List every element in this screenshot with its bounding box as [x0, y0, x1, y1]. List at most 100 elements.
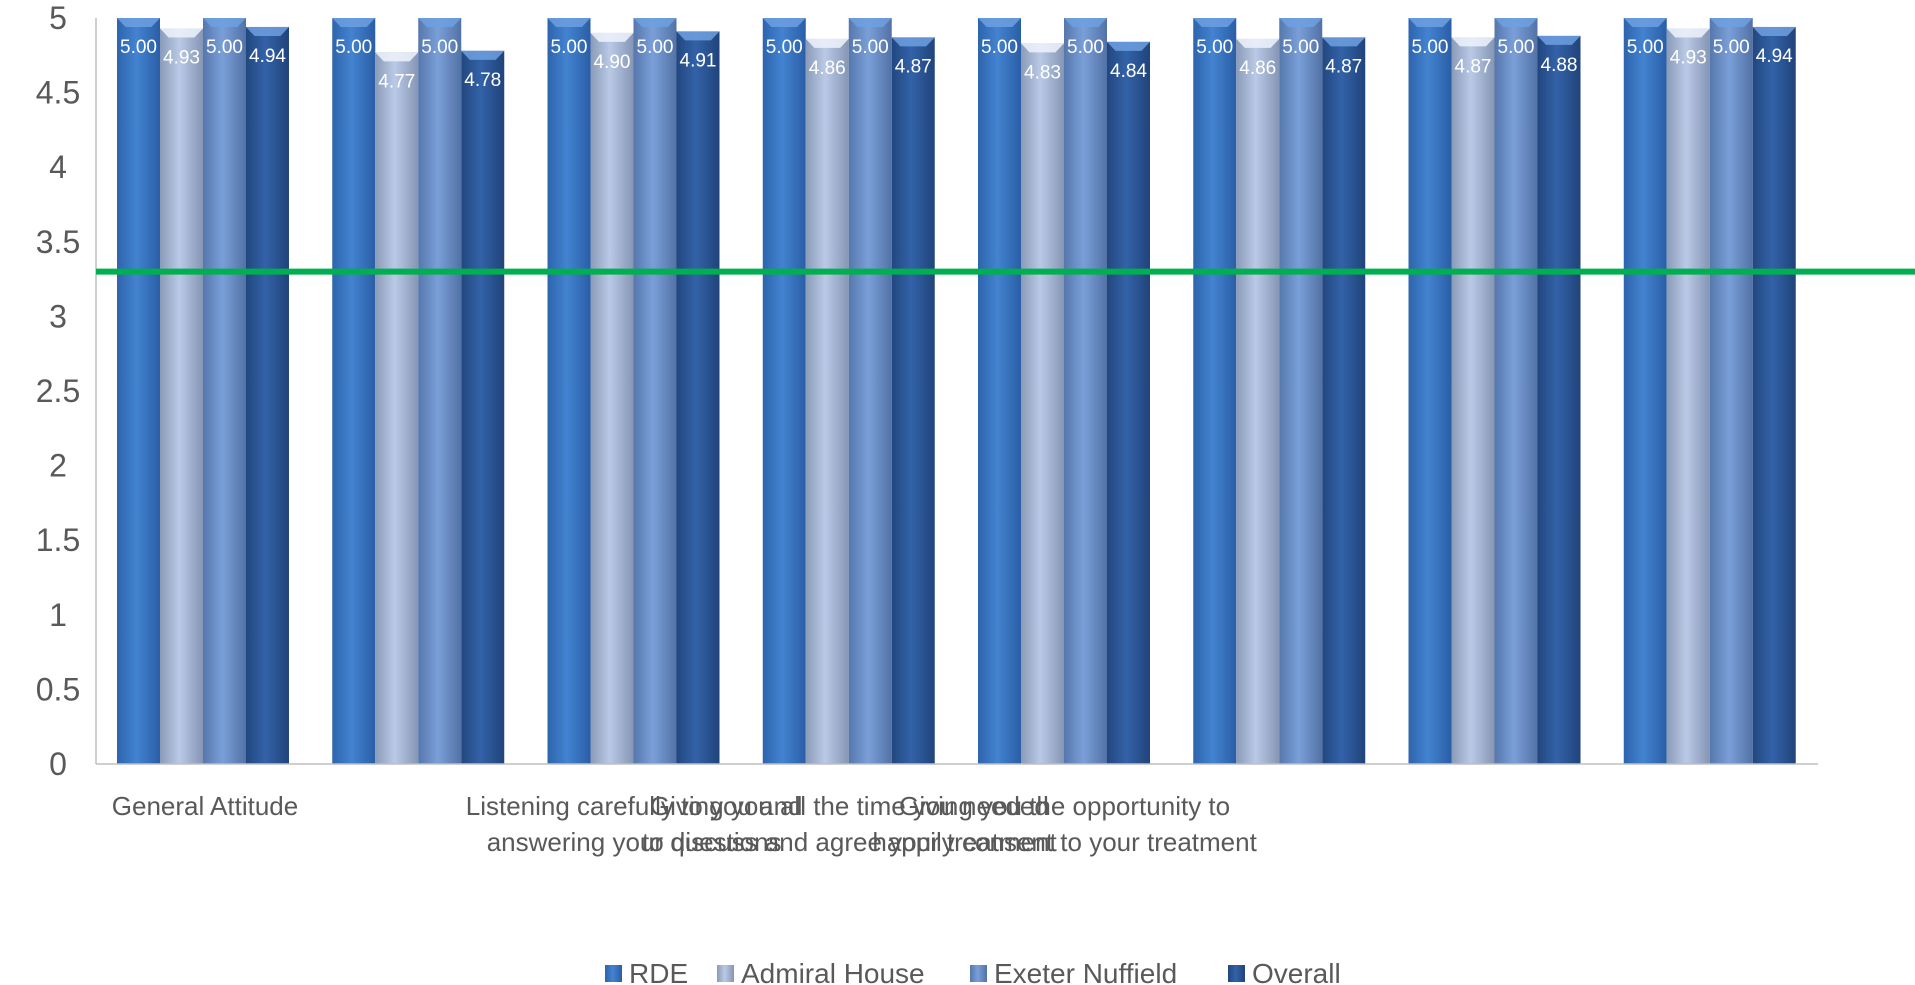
data-label: 5.00: [120, 37, 157, 58]
bar: [1107, 41, 1150, 764]
data-label: 4.78: [464, 70, 501, 91]
bar: [1021, 43, 1064, 764]
category-label: Listening carefully to you and: [466, 791, 803, 821]
legend: RDE Admiral House Exeter Nuffield Overall: [605, 958, 1341, 985]
bar: [633, 18, 677, 764]
category-labels: General Attitude Listening carefully to y…: [112, 791, 1258, 857]
data-label: 5.00: [551, 37, 588, 58]
bar: [1236, 38, 1280, 764]
y-tick-label: 5: [49, 0, 67, 36]
bar: [891, 37, 935, 765]
data-labels: 5.00 5.00 5.00 5.00 5.00 5.00 5.00 5.00 4.93 4.77…: [120, 37, 1793, 92]
y-tick-label: 4: [49, 149, 67, 185]
data-label: 5.00: [1412, 37, 1449, 58]
bar: [1064, 18, 1107, 764]
legend-swatch: [970, 965, 987, 982]
data-label: 4.91: [680, 50, 717, 71]
bar: [805, 38, 849, 764]
legend-label: Exeter Nuffield: [994, 958, 1177, 985]
legend-label: RDE: [629, 958, 688, 985]
y-tick-label: 3: [49, 298, 67, 334]
data-label: 4.93: [163, 47, 200, 68]
bars-layer: [117, 18, 1796, 765]
data-label: 5.00: [1498, 37, 1535, 58]
data-label: 5.00: [421, 37, 458, 58]
y-tick-label: 0: [49, 746, 67, 782]
data-label: 5.00: [1067, 37, 1104, 58]
legend-item: RDE: [605, 958, 688, 985]
bar: [1494, 18, 1538, 764]
bar: [246, 26, 289, 764]
category-label: answering your questions: [487, 827, 782, 857]
legend-swatch: [605, 965, 622, 982]
y-tick-label: 4.5: [36, 75, 80, 111]
bar: [676, 31, 720, 765]
data-label: 5.00: [766, 37, 803, 58]
data-label: 4.87: [895, 56, 932, 77]
y-tick-label: 1.5: [36, 522, 80, 558]
bar: [978, 18, 1021, 764]
data-label: 4.83: [1024, 62, 1061, 83]
y-tick-label: 2.5: [36, 373, 80, 409]
bar: [590, 32, 634, 765]
legend-swatch: [1228, 965, 1245, 982]
bar: [160, 28, 203, 765]
legend-label: Overall: [1252, 958, 1341, 985]
bar: [1279, 18, 1323, 764]
y-tick-label: 3.5: [36, 224, 80, 260]
data-label: 4.94: [249, 46, 286, 67]
data-label: 4.90: [594, 52, 631, 73]
data-label: 5.00: [637, 37, 674, 58]
category-label: General Attitude: [112, 791, 298, 821]
y-tick-label: 0.5: [36, 671, 80, 707]
category-label: to discuss and agree your treatment: [642, 827, 1058, 857]
data-label: 5.00: [981, 37, 1018, 58]
bar: [1709, 18, 1753, 764]
data-label: 5.00: [335, 37, 372, 58]
data-label: 4.94: [1756, 46, 1793, 67]
bar: [332, 18, 376, 764]
data-label: 4.77: [378, 71, 415, 92]
bar: [461, 50, 505, 765]
bar: [1623, 18, 1667, 764]
data-label: 5.00: [852, 37, 889, 58]
bar: [203, 18, 246, 764]
data-label: 5.00: [1282, 37, 1319, 58]
legend-label: Admiral House: [741, 958, 925, 985]
bar: [1193, 18, 1237, 764]
data-label: 4.84: [1110, 61, 1147, 82]
data-label: 4.87: [1325, 56, 1362, 77]
bar: [375, 52, 419, 765]
bar: [1537, 35, 1581, 765]
bar: [1666, 28, 1710, 765]
data-label: 4.86: [809, 58, 846, 79]
legend-item: Overall: [1228, 958, 1341, 985]
legend-item: Admiral House: [717, 958, 925, 985]
y-tick-label: 1: [49, 597, 67, 633]
bar: [848, 18, 892, 764]
bar: [1752, 26, 1796, 764]
category-label: Giving you all the time you needed: [650, 791, 1049, 821]
data-label: 4.93: [1670, 47, 1707, 68]
data-label: 5.00: [1196, 37, 1233, 58]
bar: [547, 18, 591, 764]
y-axis-ticks: 0 0.5 1 1.5 2 2.5 3 3.5 4 4.5 5: [36, 0, 80, 782]
bar: [1408, 18, 1452, 764]
data-label: 5.00: [1627, 37, 1664, 58]
data-label: 5.00: [1713, 37, 1750, 58]
bar: [1451, 37, 1495, 765]
bar: [762, 18, 806, 764]
category-label: happily consent to your treatment: [872, 827, 1257, 857]
legend-item: Exeter Nuffield: [970, 958, 1177, 985]
data-label: 4.86: [1239, 58, 1276, 79]
data-label: 5.00: [206, 37, 243, 58]
y-tick-label: 2: [49, 448, 67, 484]
category-label: Giving you the opportunity to: [899, 791, 1230, 821]
bar: [1322, 37, 1366, 765]
bar: [117, 18, 160, 764]
data-label: 4.88: [1541, 55, 1578, 76]
bar: [418, 18, 462, 764]
legend-swatch: [717, 965, 734, 982]
data-label: 4.87: [1455, 56, 1492, 77]
